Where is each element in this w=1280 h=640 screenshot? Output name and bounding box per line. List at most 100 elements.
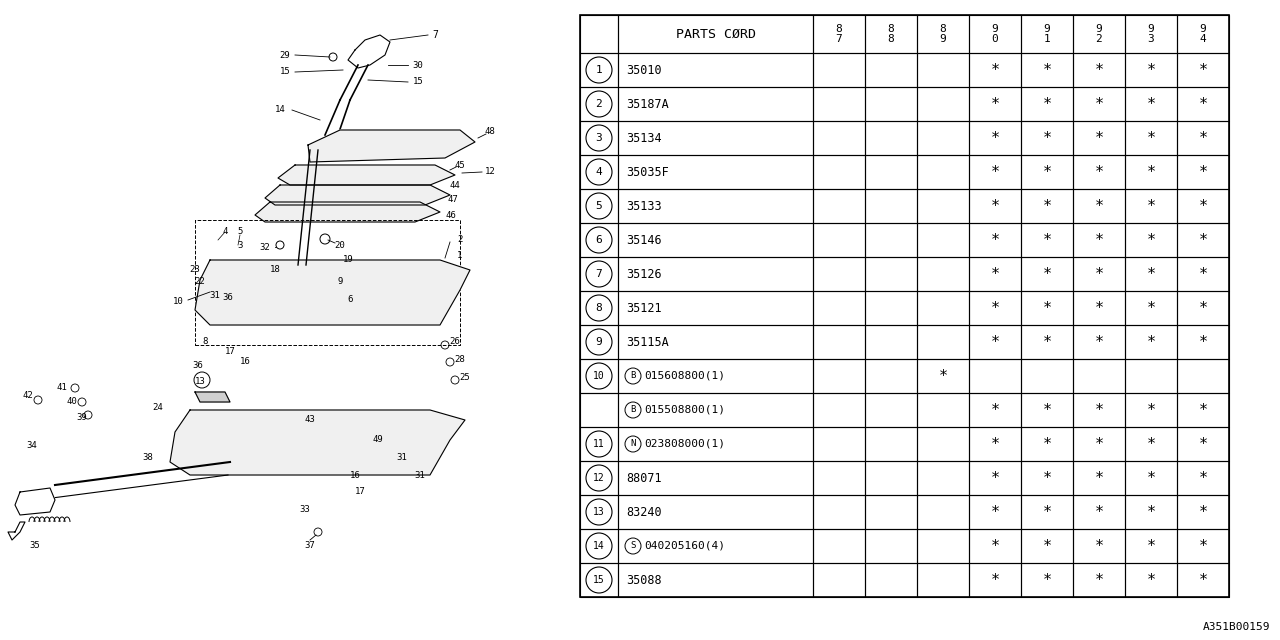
Bar: [813, 257, 865, 291]
Text: 4: 4: [223, 227, 228, 237]
Bar: [580, 87, 618, 121]
Text: 41: 41: [56, 383, 68, 392]
Text: *: *: [1094, 470, 1103, 486]
Text: 20: 20: [334, 241, 346, 250]
Text: *: *: [991, 436, 1000, 451]
Bar: [813, 461, 865, 495]
Text: *: *: [1094, 436, 1103, 451]
Text: 83240: 83240: [626, 506, 662, 518]
Text: *: *: [1042, 232, 1052, 248]
Bar: [618, 529, 813, 563]
Text: *: *: [1198, 573, 1207, 588]
Text: *: *: [1094, 232, 1103, 248]
Text: *: *: [1198, 504, 1207, 520]
Bar: [969, 155, 1021, 189]
Bar: [1178, 563, 1229, 597]
Bar: [618, 257, 813, 291]
Bar: [580, 291, 618, 325]
Bar: [1073, 87, 1125, 121]
Text: *: *: [1147, 97, 1156, 111]
Text: 15: 15: [593, 575, 605, 585]
Text: 30: 30: [412, 61, 424, 70]
Bar: [969, 87, 1021, 121]
Bar: [1073, 359, 1125, 393]
Bar: [865, 53, 916, 87]
Bar: [865, 155, 916, 189]
Bar: [865, 359, 916, 393]
Text: 2: 2: [457, 236, 462, 244]
Bar: [580, 393, 618, 427]
Polygon shape: [15, 488, 55, 515]
Bar: [813, 15, 865, 53]
Text: 18: 18: [270, 266, 280, 275]
Text: 13: 13: [195, 378, 205, 387]
Bar: [1125, 359, 1178, 393]
Text: 88071: 88071: [626, 472, 662, 484]
Bar: [580, 155, 618, 189]
Text: 49: 49: [372, 435, 384, 445]
Text: *: *: [1094, 97, 1103, 111]
Bar: [813, 325, 865, 359]
Text: 3: 3: [595, 133, 603, 143]
Text: 6: 6: [595, 235, 603, 245]
Bar: [1073, 189, 1125, 223]
Polygon shape: [170, 410, 465, 475]
Bar: [580, 189, 618, 223]
Bar: [1021, 87, 1073, 121]
Bar: [1021, 257, 1073, 291]
Text: *: *: [991, 63, 1000, 77]
Text: 35: 35: [29, 541, 41, 550]
Text: *: *: [991, 198, 1000, 214]
Text: *: *: [991, 573, 1000, 588]
Text: *: *: [1198, 301, 1207, 316]
Text: 040205160(4): 040205160(4): [644, 541, 724, 551]
Text: 2: 2: [595, 99, 603, 109]
Text: *: *: [1147, 164, 1156, 179]
Bar: [916, 529, 969, 563]
Bar: [618, 87, 813, 121]
Text: 9: 9: [595, 337, 603, 347]
Text: 23: 23: [189, 266, 201, 275]
Bar: [618, 563, 813, 597]
Bar: [1073, 155, 1125, 189]
Text: 3: 3: [237, 241, 243, 250]
Text: 8: 8: [595, 303, 603, 313]
Text: 17: 17: [355, 488, 365, 497]
Text: *: *: [1094, 335, 1103, 349]
Bar: [813, 495, 865, 529]
Bar: [1125, 495, 1178, 529]
Text: *: *: [1147, 131, 1156, 145]
Bar: [1073, 495, 1125, 529]
Bar: [1178, 189, 1229, 223]
Bar: [916, 495, 969, 529]
Text: *: *: [991, 301, 1000, 316]
Bar: [865, 529, 916, 563]
Bar: [865, 325, 916, 359]
Bar: [1178, 15, 1229, 53]
Bar: [969, 325, 1021, 359]
Text: 15: 15: [412, 77, 424, 86]
Text: 9: 9: [338, 278, 343, 287]
Bar: [1178, 53, 1229, 87]
Bar: [580, 15, 1229, 597]
Text: *: *: [1147, 538, 1156, 554]
Text: *: *: [1042, 301, 1052, 316]
Bar: [1021, 15, 1073, 53]
Text: *: *: [991, 266, 1000, 282]
Bar: [580, 563, 618, 597]
Text: 36: 36: [192, 360, 204, 369]
Text: 35187A: 35187A: [626, 97, 668, 111]
Bar: [813, 393, 865, 427]
Text: *: *: [1042, 436, 1052, 451]
Bar: [1178, 87, 1229, 121]
Bar: [1125, 325, 1178, 359]
Text: *: *: [1042, 335, 1052, 349]
Bar: [865, 257, 916, 291]
Bar: [1073, 461, 1125, 495]
Bar: [1125, 223, 1178, 257]
Bar: [580, 359, 618, 393]
Bar: [618, 189, 813, 223]
Bar: [916, 427, 969, 461]
Text: 39: 39: [77, 413, 87, 422]
Text: 35121: 35121: [626, 301, 662, 314]
